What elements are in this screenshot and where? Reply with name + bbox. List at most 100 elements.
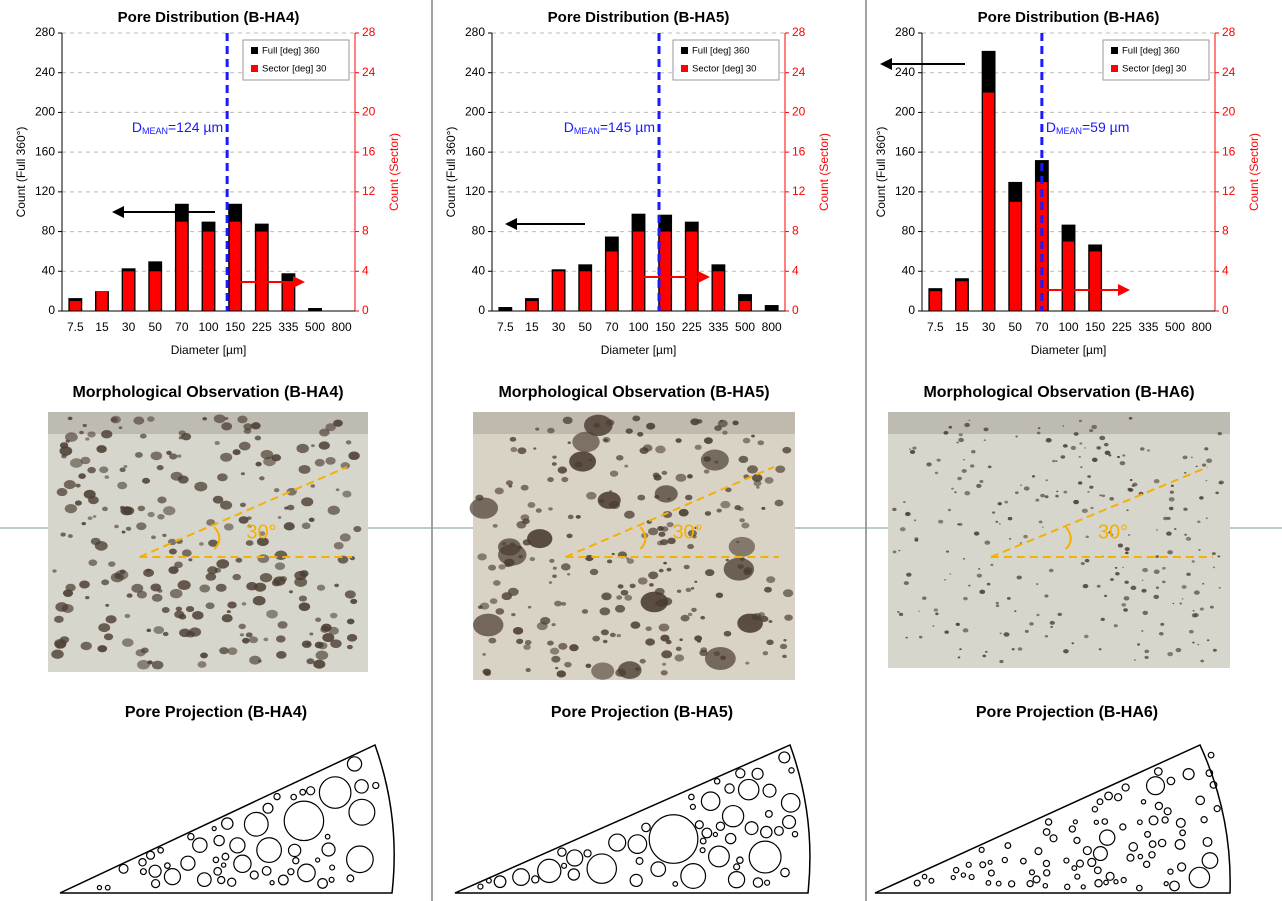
projected-pore	[586, 853, 618, 884]
pore	[316, 584, 326, 591]
pore	[118, 426, 123, 430]
projected-pore	[700, 791, 721, 812]
projected-pore	[950, 874, 956, 881]
pore	[87, 431, 96, 438]
pore	[327, 505, 340, 515]
pore	[567, 573, 571, 576]
y-tick-label: 120	[895, 184, 915, 198]
pore	[599, 607, 611, 616]
pore	[1020, 484, 1022, 486]
pore	[88, 496, 99, 505]
pore	[493, 580, 501, 586]
pore	[1040, 493, 1045, 498]
pore	[226, 610, 231, 614]
pore	[1169, 490, 1174, 494]
pore	[1181, 585, 1187, 589]
pore	[1141, 579, 1144, 582]
projected-pore	[243, 811, 269, 837]
pore	[168, 566, 179, 574]
pore	[968, 419, 971, 422]
y-tick-label: 160	[465, 144, 485, 158]
projected-pore	[1145, 776, 1166, 796]
pore	[249, 655, 262, 665]
projected-pore	[217, 875, 226, 885]
pore	[1172, 602, 1175, 605]
projected-pore	[1148, 840, 1157, 849]
y-tick-label: 80	[472, 224, 486, 238]
pore	[1122, 566, 1125, 569]
pore	[92, 515, 97, 518]
pore	[909, 448, 911, 450]
pore	[660, 670, 668, 676]
pore	[1218, 586, 1221, 589]
projected-pore	[1140, 799, 1147, 805]
pore	[1185, 536, 1192, 541]
x-tick-label: 225	[252, 320, 272, 334]
pore	[192, 611, 204, 620]
pore	[52, 569, 57, 573]
pore	[1084, 447, 1086, 449]
pore	[296, 443, 309, 454]
chart-title: Pore Distribution (B-HA4)	[118, 9, 300, 26]
pore	[905, 636, 908, 639]
pore	[286, 504, 295, 511]
pore	[1014, 610, 1017, 612]
projected-pore	[1063, 857, 1070, 864]
pore	[661, 650, 673, 659]
projected-pore	[721, 804, 745, 828]
projected-pore	[1043, 869, 1051, 877]
pore	[67, 416, 73, 421]
pore	[200, 652, 208, 659]
pore	[1163, 516, 1168, 521]
pore	[944, 630, 949, 634]
pore	[279, 576, 288, 582]
y-tick-label: 280	[895, 25, 915, 39]
y-tick-label: 240	[35, 65, 55, 79]
pore	[737, 564, 744, 570]
pore	[700, 615, 706, 620]
pore	[221, 614, 233, 623]
x-tick-label: 800	[332, 320, 352, 334]
pore	[1029, 622, 1034, 626]
pore	[163, 506, 176, 516]
x-tick-label: 225	[682, 320, 702, 334]
projected-pore	[328, 876, 335, 883]
pore	[548, 581, 553, 584]
pore	[482, 653, 486, 656]
pore	[1215, 491, 1219, 495]
photo	[888, 412, 1230, 668]
pore	[1158, 632, 1164, 636]
pore	[169, 453, 178, 460]
pore	[346, 634, 358, 642]
pore	[678, 508, 689, 517]
arrow-head	[1118, 284, 1130, 296]
mean-symbol: D	[564, 119, 574, 135]
pore	[1103, 442, 1109, 447]
pore	[108, 561, 116, 567]
pore	[1199, 496, 1204, 500]
projected-pore	[1195, 795, 1206, 806]
pore	[555, 666, 559, 670]
pore	[85, 437, 90, 441]
pore	[1166, 531, 1172, 536]
legend-swatch	[681, 47, 688, 54]
pore	[157, 496, 167, 504]
projected-pore	[1091, 805, 1099, 813]
pore	[564, 661, 572, 668]
pore	[945, 550, 949, 553]
pore	[1123, 596, 1130, 601]
pore	[489, 598, 498, 605]
pore	[625, 428, 633, 434]
pore	[586, 491, 597, 500]
pore	[764, 476, 774, 484]
pore	[1211, 552, 1216, 556]
pore	[690, 587, 695, 590]
pore	[674, 654, 685, 662]
pore	[694, 635, 703, 642]
pore	[488, 637, 497, 644]
pore	[1082, 583, 1089, 589]
pore	[1117, 543, 1124, 548]
pore	[220, 452, 233, 462]
pore	[722, 430, 728, 435]
legend-label: Sector [deg] 30	[262, 64, 326, 75]
